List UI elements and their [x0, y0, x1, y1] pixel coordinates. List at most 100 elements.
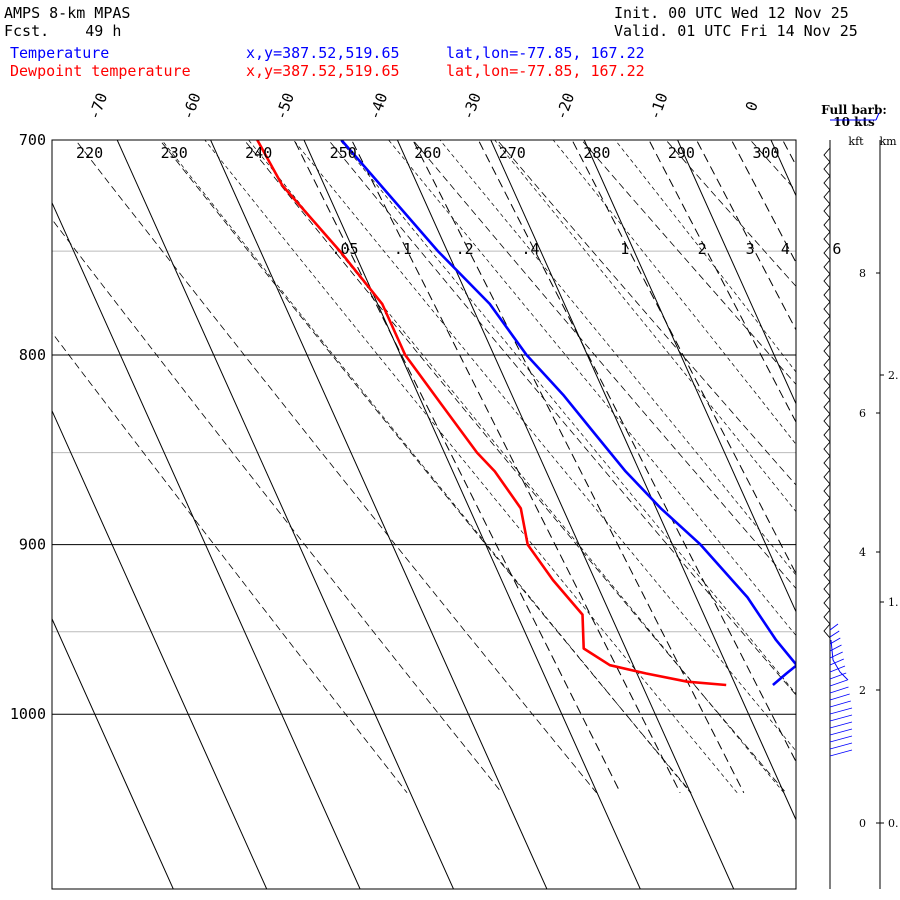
mixing-ratio-line: [477, 140, 796, 763]
wind-barb: [823, 343, 831, 359]
wind-panel: Full barb:10 kts kft km 8 6 4 2 0 2. 1. 0.: [821, 103, 899, 889]
isotherm-line: [863, 136, 900, 891]
isotherm-line: [210, 140, 548, 889]
wind-barb: [823, 539, 831, 555]
isotherm-label: -60: [178, 90, 204, 122]
forecast-hour: Fcst. 49 h: [4, 22, 122, 40]
wind-barb: [823, 525, 831, 541]
isotherm-line: [116, 140, 455, 889]
wind-legend-sample-barb: [875, 112, 880, 121]
moist-adiabat: [494, 140, 796, 513]
dry-adiabat-label: 270: [499, 144, 526, 162]
wind-barb-low: [829, 651, 843, 659]
wind-barb: [823, 455, 831, 471]
kft-label: 4: [859, 546, 866, 559]
isotherm-line: [52, 409, 268, 889]
wind-barb: [823, 413, 831, 429]
dry-adiabat: [159, 140, 692, 794]
mixing-ratio-line: [730, 140, 796, 264]
isotherm-label: -20: [552, 90, 578, 122]
wind-barb-low: [829, 623, 839, 631]
model-title: AMPS 8-km MPAS: [4, 4, 131, 22]
wind-barb: [823, 399, 831, 415]
moist-adiabat: [552, 140, 796, 445]
wind-barb-low: [829, 658, 844, 666]
legend-temperature-name: Temperature: [10, 44, 110, 62]
wind-barb-low: [829, 693, 850, 701]
mixing-ratio-label: 6: [832, 240, 841, 258]
dewpoint-profile: [256, 140, 727, 687]
wind-barb-low: [829, 728, 853, 736]
wind-barb: [823, 287, 831, 303]
wind-barb: [823, 273, 831, 289]
wind-barb-low: [829, 672, 847, 680]
dry-adiabat: [74, 140, 597, 794]
wind-barb: [823, 203, 831, 219]
mixing-ratio-label: 2: [698, 240, 707, 258]
kft-label: 6: [859, 407, 866, 420]
dry-adiabat: [52, 218, 503, 794]
dry-adiabat-label: 240: [245, 144, 272, 162]
pressure-label: 900: [19, 536, 46, 554]
isotherm-label: 0: [742, 99, 762, 114]
mixing-ratio-label: 4: [781, 240, 790, 258]
isotherm-line: [303, 140, 641, 889]
mixing-ratio-line: [571, 140, 796, 575]
moist-adiabat: [204, 140, 738, 794]
wind-barb-low: [829, 665, 846, 673]
wind-barb: [823, 469, 831, 485]
wind-barb: [823, 497, 831, 513]
mixing-ratio-label: .2: [456, 240, 474, 258]
legend-temperature-xy: x,y=387.52,519.65: [246, 44, 400, 62]
dry-adiabat: [749, 140, 796, 192]
isotherm-label: -30: [459, 90, 485, 122]
wind-barb: [823, 189, 831, 205]
dry-adiabat-label: 260: [414, 144, 441, 162]
wind-barb-low: [829, 749, 853, 757]
dry-adiabat: [327, 140, 796, 696]
kft-label: 8: [859, 267, 866, 280]
dry-adiabat-lines: [52, 117, 900, 794]
isotherm-label: -40: [365, 90, 391, 122]
height-unit-kft: kft: [848, 135, 864, 148]
wind-barb: [823, 315, 831, 331]
isotherm-label: -50: [272, 90, 298, 122]
pressure-label: 800: [19, 346, 46, 364]
wind-barb-low: [829, 742, 853, 750]
wind-barb: [823, 301, 831, 317]
wind-barb: [823, 441, 831, 457]
moist-adiabat: [248, 140, 785, 794]
moist-adiabat: [293, 140, 796, 752]
wind-barb: [823, 217, 831, 233]
wind-barb: [823, 483, 831, 499]
moist-adiabat: [388, 140, 796, 637]
mixing-ratio-lines: [293, 140, 796, 794]
kft-label: 2: [859, 684, 866, 697]
wind-barb: [823, 595, 831, 611]
moist-adiabat: [439, 140, 796, 576]
dry-adiabat: [412, 140, 796, 590]
moist-adiabat: [339, 140, 796, 695]
wind-barb: [823, 357, 831, 373]
wind-barb-low: [829, 714, 853, 722]
pressure-label: 1000: [10, 705, 46, 723]
moist-adiabat: [161, 140, 691, 794]
mixing-ratio-line: [695, 140, 796, 331]
moist-adiabat-lines: [161, 140, 796, 794]
mixing-ratio-label: 3: [746, 240, 755, 258]
wind-barb-low: [829, 630, 840, 638]
isotherm-line: [490, 140, 796, 821]
dry-adiabat: [581, 140, 796, 385]
wind-barb: [823, 175, 831, 191]
init-time: Init. 00 UTC Wed 12 Nov 25: [614, 4, 849, 22]
mixing-ratio-line: [351, 140, 681, 794]
pressure-label: 700: [19, 131, 46, 149]
wind-barb: [823, 427, 831, 443]
wind-barb: [823, 553, 831, 569]
dry-adiabat: [665, 140, 796, 287]
dry-adiabat-label: 280: [583, 144, 610, 162]
wind-barb-low: [829, 700, 851, 708]
dry-adiabat: [814, 117, 900, 793]
mixing-ratio-label: 1: [620, 240, 629, 258]
wind-barb: [823, 161, 831, 177]
